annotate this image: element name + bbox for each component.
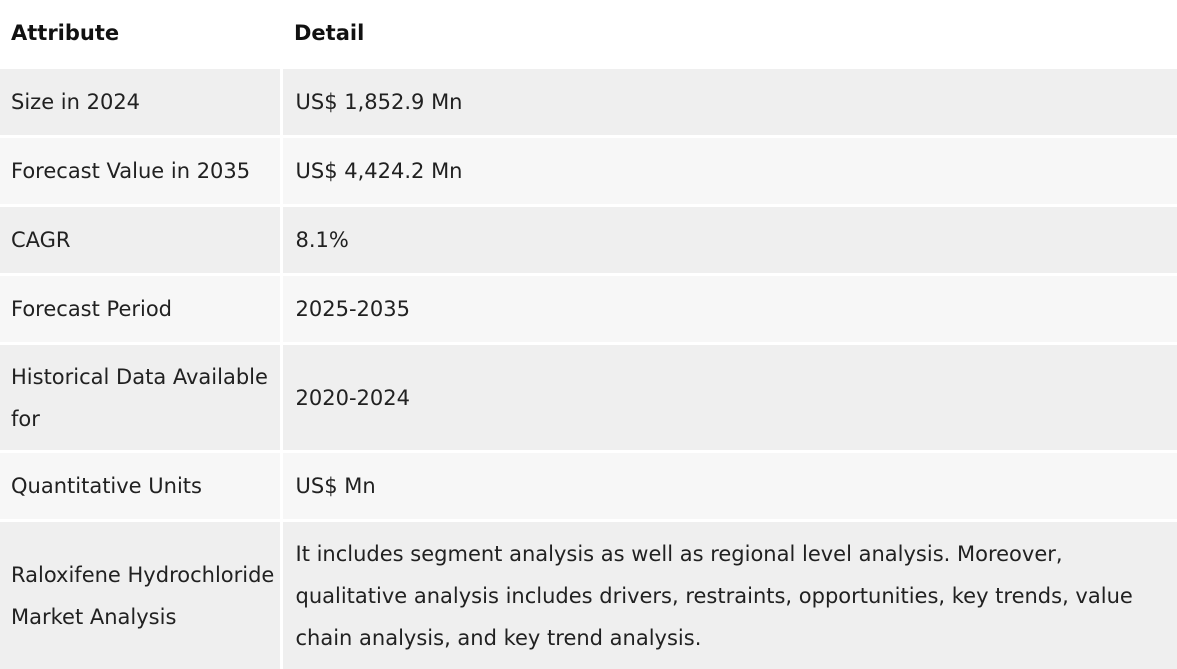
table-row: CAGR 8.1% <box>0 206 1177 275</box>
row-detail: 8.1% <box>281 206 1177 275</box>
table-row: Forecast Value in 2035 US$ 4,424.2 Mn <box>0 137 1177 206</box>
row-attribute: Size in 2024 <box>0 68 281 137</box>
table-row: Forecast Period 2025-2035 <box>0 275 1177 344</box>
table-row: Raloxifene Hydrochloride Market Analysis… <box>0 521 1177 669</box>
row-detail: US$ 4,424.2 Mn <box>281 137 1177 206</box>
row-attribute: Historical Data Available for <box>0 344 281 452</box>
table-header-row: Attribute Detail <box>0 0 1177 68</box>
table-row: Size in 2024 US$ 1,852.9 Mn <box>0 68 1177 137</box>
header-detail: Detail <box>281 0 1177 68</box>
row-detail: 2025-2035 <box>281 275 1177 344</box>
row-attribute: CAGR <box>0 206 281 275</box>
row-detail: US$ Mn <box>281 452 1177 521</box>
row-detail: US$ 1,852.9 Mn <box>281 68 1177 137</box>
row-attribute: Forecast Value in 2035 <box>0 137 281 206</box>
row-attribute: Quantitative Units <box>0 452 281 521</box>
header-attribute: Attribute <box>0 0 281 68</box>
row-attribute: Forecast Period <box>0 275 281 344</box>
table-row: Quantitative Units US$ Mn <box>0 452 1177 521</box>
row-detail: It includes segment analysis as well as … <box>281 521 1177 669</box>
row-detail: 2020-2024 <box>281 344 1177 452</box>
table-row: Historical Data Available for 2020-2024 <box>0 344 1177 452</box>
row-attribute: Raloxifene Hydrochloride Market Analysis <box>0 521 281 669</box>
